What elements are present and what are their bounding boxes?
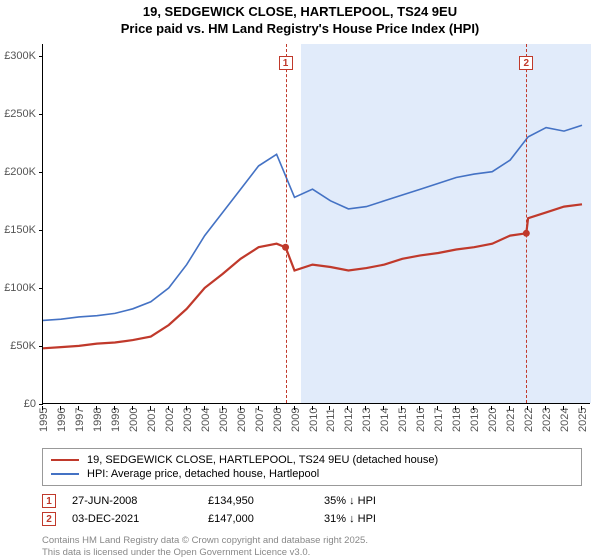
marker-row-1: 1 27-JUN-2008 £134,950 35% ↓ HPI xyxy=(42,492,582,510)
x-axis-label: 1999 xyxy=(110,408,122,432)
x-axis-label: 2002 xyxy=(164,408,176,432)
marker-date-2: 03-DEC-2021 xyxy=(72,513,192,525)
title-line-2: Price paid vs. HM Land Registry's House … xyxy=(0,21,600,38)
x-axis-label: 2007 xyxy=(254,408,266,432)
x-axis-label: 2016 xyxy=(415,408,427,432)
x-axis-label: 2003 xyxy=(182,408,194,432)
marker-delta-1: 35% ↓ HPI xyxy=(324,495,444,507)
x-axis-label: 1997 xyxy=(74,408,86,432)
marker-table: 1 27-JUN-2008 £134,950 35% ↓ HPI 2 03-DE… xyxy=(42,492,582,528)
marker-price-1: £134,950 xyxy=(208,495,308,507)
x-axis-label: 2012 xyxy=(343,408,355,432)
marker-row-2: 2 03-DEC-2021 £147,000 31% ↓ HPI xyxy=(42,510,582,528)
marker-badge-2: 2 xyxy=(42,512,56,526)
x-axis-label: 2017 xyxy=(433,408,445,432)
footer-line-2: This data is licensed under the Open Gov… xyxy=(42,547,368,558)
marker-flag-2: 2 xyxy=(519,56,533,70)
marker-line-2 xyxy=(526,44,527,403)
x-axis-label: 2010 xyxy=(308,408,320,432)
marker-flag-1: 1 xyxy=(279,56,293,70)
footer: Contains HM Land Registry data © Crown c… xyxy=(42,535,368,558)
x-axis-label: 2019 xyxy=(469,408,481,432)
legend: 19, SEDGEWICK CLOSE, HARTLEPOOL, TS24 9E… xyxy=(42,448,582,486)
x-axis-label: 2025 xyxy=(577,408,589,432)
x-axis-label: 2022 xyxy=(523,408,535,432)
x-axis-label: 2004 xyxy=(200,408,212,432)
marker-price-2: £147,000 xyxy=(208,513,308,525)
x-axis-label: 2006 xyxy=(236,408,248,432)
y-axis-labels: £0£50K£100K£150K£200K£250K£300K xyxy=(0,44,40,404)
x-axis-label: 2001 xyxy=(146,408,158,432)
marker-line-1 xyxy=(286,44,287,403)
marker-badge-1: 1 xyxy=(42,494,56,508)
x-axis-label: 2008 xyxy=(272,408,284,432)
y-axis-label: £50K xyxy=(10,340,36,352)
y-axis-label: £200K xyxy=(4,166,36,178)
legend-swatch-hpi xyxy=(51,473,79,475)
x-axis-labels: 1995199619971998199920002001200220032004… xyxy=(42,406,590,442)
legend-row-property: 19, SEDGEWICK CLOSE, HARTLEPOOL, TS24 9E… xyxy=(51,453,573,467)
x-axis-label: 2011 xyxy=(325,408,337,432)
x-axis-label: 2020 xyxy=(487,408,499,432)
legend-label-hpi: HPI: Average price, detached house, Hart… xyxy=(87,468,319,480)
x-axis-label: 1995 xyxy=(38,408,50,432)
x-axis-label: 2021 xyxy=(505,408,517,432)
y-axis-label: £250K xyxy=(4,108,36,120)
series-property xyxy=(43,204,582,348)
title-line-1: 19, SEDGEWICK CLOSE, HARTLEPOOL, TS24 9E… xyxy=(0,4,600,21)
x-axis-label: 2023 xyxy=(541,408,553,432)
x-axis-label: 1998 xyxy=(92,408,104,432)
marker-delta-2: 31% ↓ HPI xyxy=(324,513,444,525)
x-axis-label: 2009 xyxy=(290,408,302,432)
x-axis-label: 2000 xyxy=(128,408,140,432)
series-hpi xyxy=(43,125,582,320)
legend-swatch-property xyxy=(51,459,79,461)
chart-plot-area: 12 xyxy=(42,44,590,404)
chart-svg xyxy=(43,44,591,404)
y-axis-label: £300K xyxy=(4,50,36,62)
footer-line-1: Contains HM Land Registry data © Crown c… xyxy=(42,535,368,546)
legend-label-property: 19, SEDGEWICK CLOSE, HARTLEPOOL, TS24 9E… xyxy=(87,454,438,466)
x-axis-label: 2015 xyxy=(397,408,409,432)
x-axis-label: 2005 xyxy=(218,408,230,432)
marker-date-1: 27-JUN-2008 xyxy=(72,495,192,507)
x-axis-label: 2018 xyxy=(451,408,463,432)
x-axis-label: 1996 xyxy=(56,408,68,432)
chart-title-block: 19, SEDGEWICK CLOSE, HARTLEPOOL, TS24 9E… xyxy=(0,0,600,40)
y-axis-label: £0 xyxy=(24,398,36,410)
y-axis-label: £100K xyxy=(4,282,36,294)
x-axis-label: 2014 xyxy=(379,408,391,432)
x-axis-label: 2013 xyxy=(361,408,373,432)
x-axis-label: 2024 xyxy=(559,408,571,432)
y-axis-label: £150K xyxy=(4,224,36,236)
legend-row-hpi: HPI: Average price, detached house, Hart… xyxy=(51,467,573,481)
